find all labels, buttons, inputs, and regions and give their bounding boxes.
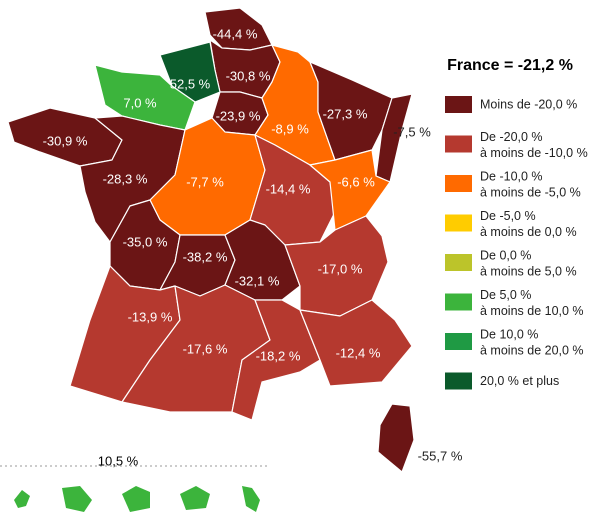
- legend-swatch: [445, 372, 472, 390]
- overseas-region: [62, 486, 92, 512]
- region: [231, 299, 321, 421]
- legend-label: De 0,0 %: [480, 248, 531, 262]
- region: [299, 299, 413, 387]
- legend-label: Moins de -20,0 %: [480, 97, 577, 111]
- legend-swatch: [445, 96, 472, 113]
- legend-swatch: [445, 333, 472, 350]
- region-label: -44,4 %: [213, 26, 258, 41]
- legend-label: à moins de -5,0 %: [480, 185, 581, 199]
- legend-label: à moins de 10,0 %: [480, 304, 584, 318]
- region-label: -55,7 %: [418, 448, 463, 463]
- region-label: -14,4 %: [266, 181, 311, 196]
- region-label: -13,9 %: [128, 309, 173, 324]
- region-label: -35,0 %: [123, 234, 168, 249]
- region-label: -30,8 %: [226, 68, 271, 83]
- region-label: -17,0 %: [318, 261, 363, 276]
- legend-label: De -10,0 %: [480, 169, 543, 183]
- legend-swatch: [445, 293, 472, 311]
- legend-label: De 10,0 %: [480, 327, 538, 341]
- region: [224, 219, 301, 301]
- region-label: -12,4 %: [336, 345, 381, 360]
- legend-label: à moins de -10,0 %: [480, 146, 588, 160]
- region-label: -8,9 %: [271, 121, 309, 136]
- legend-label: De -5,0 %: [480, 209, 536, 223]
- legend-label: De 5,0 %: [480, 288, 531, 302]
- region-label: -38,2 %: [183, 249, 228, 264]
- region-label: -17,6 %: [183, 341, 228, 356]
- legend-swatch: [445, 214, 472, 232]
- region: [284, 215, 389, 317]
- region-label: -30,9 %: [43, 133, 88, 148]
- region-label: -7,7 %: [186, 174, 224, 189]
- legend-label: à moins de 5,0 %: [480, 264, 577, 278]
- legend-label: De -20,0 %: [480, 130, 543, 144]
- region-label: -28,3 %: [103, 171, 148, 186]
- legend-label: 20,0 % et plus: [480, 374, 559, 388]
- region-label: -7,5 %: [393, 124, 431, 139]
- overseas-region: [122, 486, 150, 512]
- legend-swatch: [445, 135, 472, 153]
- overseas-region: [180, 486, 210, 510]
- region-label: -27,3 %: [323, 106, 368, 121]
- overseas-region: [14, 490, 30, 508]
- overseas-region: [242, 486, 260, 512]
- legend-label: à moins de 0,0 %: [480, 225, 577, 239]
- legend-swatch: [445, 254, 472, 271]
- region: [377, 403, 415, 473]
- outre-mer-label: 10,5 %: [98, 453, 139, 468]
- legend-swatch: [445, 175, 472, 192]
- region-label: -6,6 %: [337, 174, 375, 189]
- region-label: 52,5 %: [170, 76, 211, 91]
- region-label: -18,2 %: [256, 348, 301, 363]
- map-title: France = -21,2 %: [447, 57, 573, 74]
- region: [94, 64, 196, 131]
- region-label: 7,0 %: [123, 95, 157, 110]
- legend-label: à moins de 20,0 %: [480, 343, 584, 357]
- region-label: -23,9 %: [216, 108, 261, 123]
- region-label: -32,1 %: [235, 273, 280, 288]
